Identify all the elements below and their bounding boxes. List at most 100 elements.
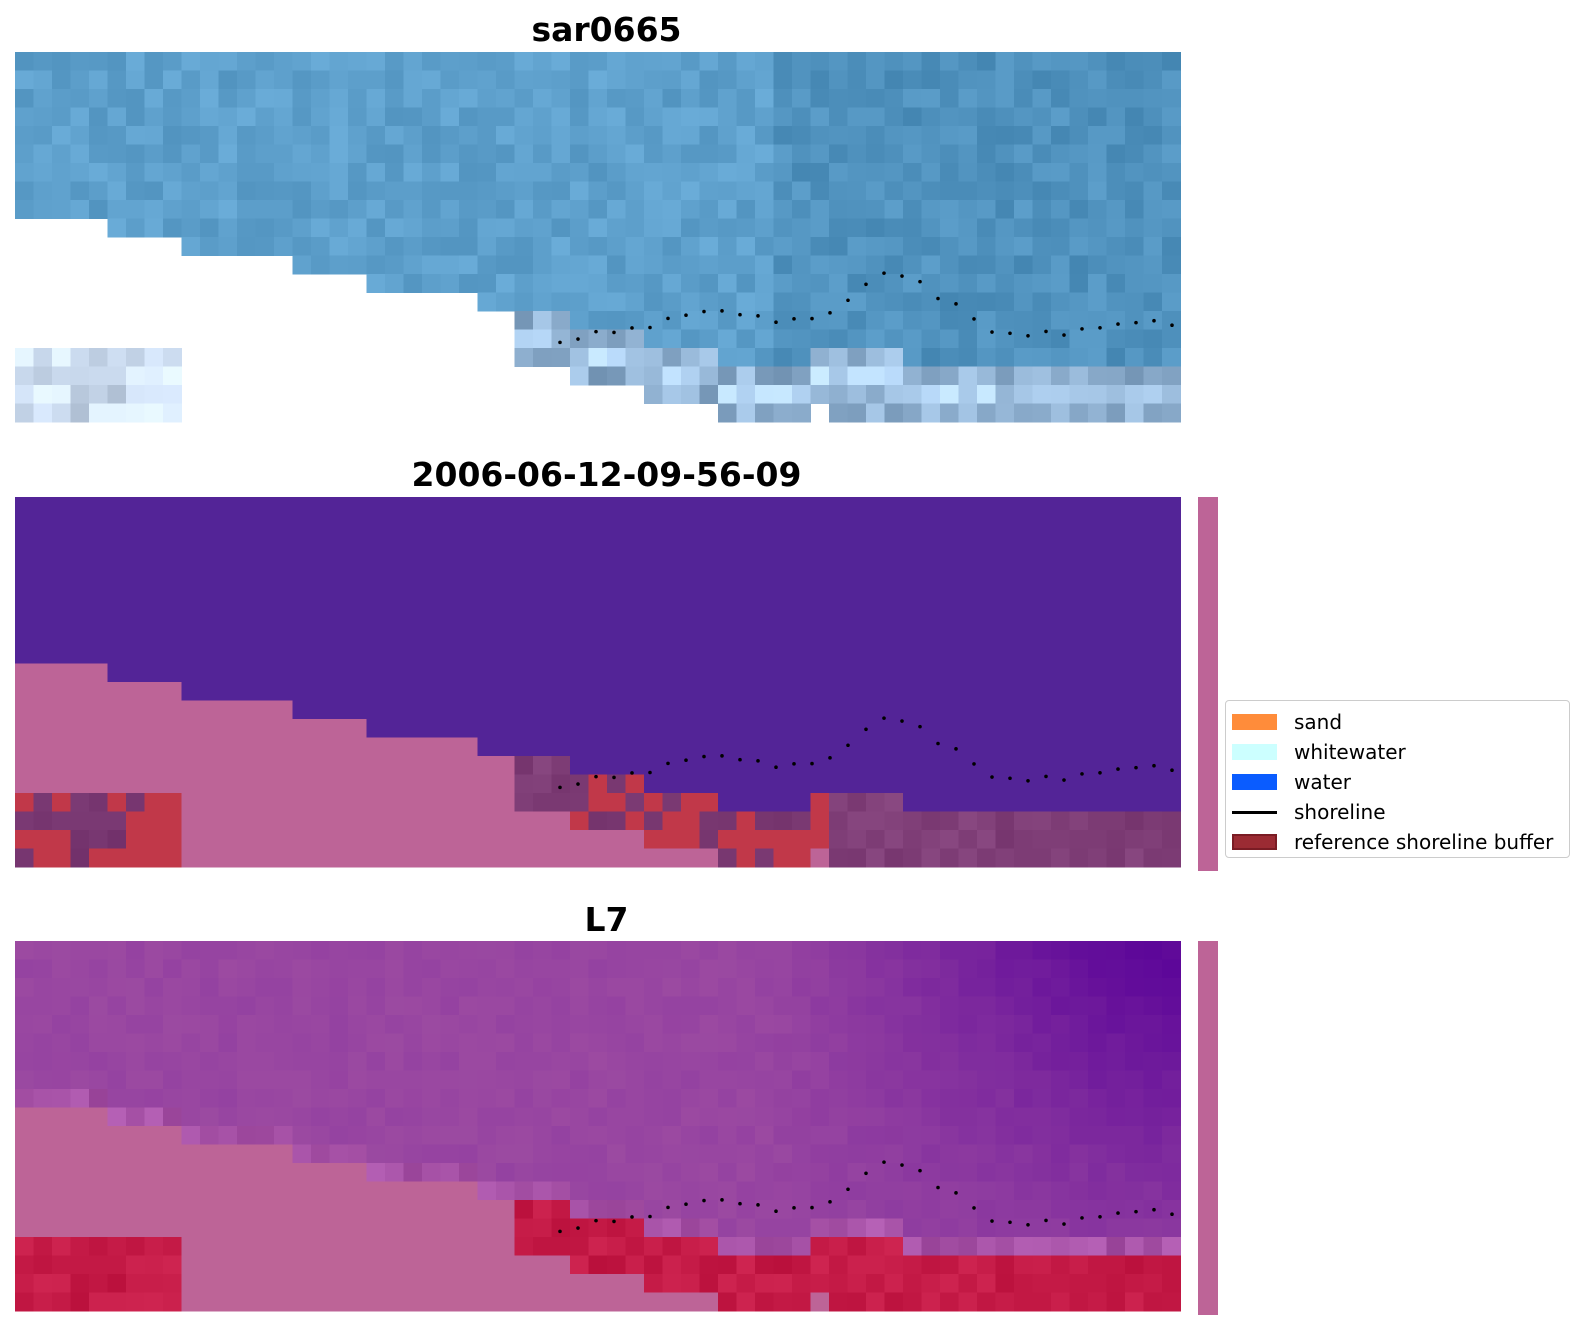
pixel-cell — [755, 70, 774, 90]
pixel-cell — [329, 996, 349, 1016]
pixel-cell — [866, 144, 885, 164]
pixel-cell — [921, 1237, 941, 1256]
shoreline-point — [576, 337, 580, 341]
pixel-cell — [52, 403, 71, 423]
pixel-cell — [792, 959, 811, 979]
pixel-cell — [15, 181, 34, 201]
pixel-cell — [440, 552, 460, 572]
pixel-cell — [292, 719, 312, 738]
pixel-cell — [477, 181, 497, 201]
pixel-cell — [866, 534, 885, 553]
pixel-cell — [311, 756, 330, 775]
pixel-cell — [274, 663, 293, 683]
pixel-cell — [52, 737, 71, 757]
pixel-cell — [1125, 1015, 1144, 1034]
pixel-cell — [52, 1107, 71, 1127]
pixel-cell — [1106, 1292, 1126, 1312]
pixel-cell — [570, 89, 589, 108]
pixel-cell — [958, 200, 978, 219]
pixel-cell — [255, 978, 275, 997]
pixel-cell — [903, 1089, 922, 1108]
pixel-cell — [940, 941, 959, 960]
pixel-cell — [1051, 497, 1070, 516]
pixel-cell — [422, 1033, 441, 1053]
pixel-cell — [958, 403, 978, 423]
pixel-cell — [218, 1163, 238, 1182]
pixel-cell — [477, 756, 497, 775]
pixel-cell — [551, 1107, 571, 1127]
pixel-cell — [1162, 571, 1181, 590]
pixel-cell — [52, 830, 71, 849]
pixel-cell — [662, 126, 682, 145]
pixel-cell — [237, 181, 256, 201]
pixel-cell — [903, 978, 922, 997]
pixel-cell — [662, 1200, 682, 1219]
pixel-cell — [644, 756, 663, 775]
pixel-cell — [107, 534, 127, 553]
pixel-cell — [107, 1237, 127, 1256]
pixel-cell — [218, 1052, 238, 1071]
pixel-cell — [181, 700, 201, 720]
pixel-cell — [1088, 329, 1107, 349]
pixel-cell — [89, 52, 108, 71]
pixel-cell — [662, 793, 682, 812]
pixel-cell — [459, 645, 478, 664]
pixel-cell — [440, 719, 460, 738]
shoreline-point — [864, 727, 868, 732]
pixel-cell — [699, 1015, 719, 1034]
pixel-cell — [977, 1218, 996, 1238]
pixel-cell — [496, 1218, 515, 1238]
pixel-cell — [533, 1052, 552, 1071]
shoreline-point — [954, 747, 958, 751]
pixel-cell — [311, 1237, 330, 1256]
pixel-cell — [107, 497, 127, 516]
pixel-cell — [847, 811, 867, 831]
pixel-cell — [977, 645, 996, 664]
pixel-cell — [440, 107, 460, 127]
pixel-cell — [884, 348, 904, 367]
pixel-cell — [736, 200, 756, 219]
pixel-cell — [181, 1089, 201, 1108]
pixel-cell — [940, 626, 959, 646]
pixel-cell — [1162, 756, 1181, 775]
pixel-cell — [218, 811, 238, 831]
pixel-cell — [662, 497, 682, 516]
pixel-cell — [440, 89, 460, 108]
pixel-cell — [477, 848, 497, 868]
pixel-cell — [773, 163, 793, 182]
pixel-cell — [385, 218, 404, 238]
pixel-cell — [403, 1089, 423, 1108]
pixel-cell — [1051, 52, 1070, 71]
pixel-cell — [940, 848, 959, 868]
pixel-cell — [551, 774, 571, 794]
pixel-cell — [755, 274, 774, 293]
pixel-cell — [459, 237, 478, 256]
pixel-cell — [255, 1274, 275, 1293]
pixel-cell — [1143, 144, 1163, 164]
pixel-cell — [514, 756, 534, 775]
pixel-cell — [181, 589, 201, 609]
shoreline-point — [1080, 327, 1084, 331]
pixel-cell — [107, 1126, 127, 1145]
shoreline-point — [1152, 318, 1156, 323]
pixel-cell — [144, 1089, 164, 1108]
pixel-cell — [440, 626, 460, 646]
pixel-cell — [163, 515, 182, 535]
pixel-cell — [163, 756, 182, 775]
pixel-cell — [70, 589, 90, 609]
pixel-cell — [70, 719, 90, 738]
pixel-cell — [514, 329, 534, 349]
pixel-cell — [144, 1255, 164, 1275]
pixel-cell — [1032, 793, 1052, 812]
pixel-cell — [496, 737, 515, 757]
pixel-cell — [237, 70, 256, 90]
pixel-cell — [237, 52, 256, 71]
pixel-cell — [662, 719, 682, 738]
pixel-cell — [52, 1144, 71, 1164]
pixel-cell — [52, 700, 71, 720]
shoreline-point — [576, 782, 580, 786]
pixel-cell — [736, 497, 756, 516]
pixel-cell — [70, 163, 90, 182]
pixel-cell — [755, 645, 774, 664]
pixel-cell — [200, 941, 219, 960]
